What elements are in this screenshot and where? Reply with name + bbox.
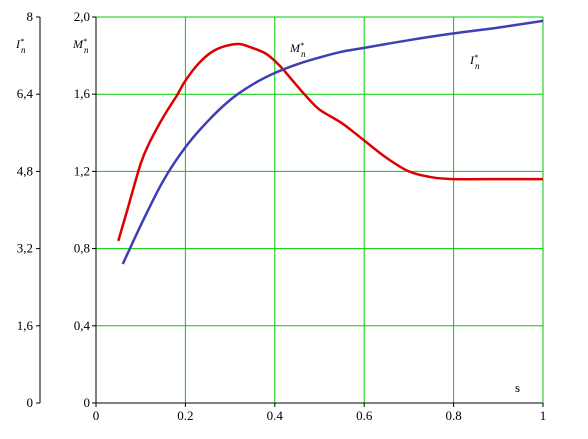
series-group (117, 19, 544, 265)
inner-axis-tick-label: 1,2 (74, 163, 90, 178)
x-axis-tick-label: 0.2 (177, 408, 193, 423)
x-axis-tick-label: 0.8 (445, 408, 461, 423)
inner-axis-tick-label: 2,0 (74, 9, 90, 24)
inner-axis: 0 0,4 0,8 1,2 1,6 2,0 (74, 9, 96, 410)
left-axis-tick-label: 0 (27, 395, 34, 410)
inner-axis-tick-label: 0,8 (74, 241, 90, 256)
grid (95, 16, 544, 404)
inner-axis-tick-label: 1,6 (74, 86, 91, 101)
inner-axis-tick-label: 0 (84, 395, 91, 410)
right-axis-title: M* п (72, 37, 89, 56)
x-axis-tick-label: 0.4 (267, 408, 284, 423)
x-axis-tick-label: 0 (93, 408, 100, 423)
left-axis-tick-label: 4,8 (17, 163, 33, 178)
series-line-i (121, 19, 544, 265)
left-axis-tick-label: 1,6 (17, 318, 34, 333)
series-line-m (117, 42, 543, 242)
inner-axis-tick-label: 0,4 (74, 318, 91, 333)
left-axis-tick-label: 8 (27, 9, 34, 24)
x-axis-title: s (515, 380, 520, 395)
left-axis: 0 1,6 3,2 4,8 6,4 8 (17, 9, 41, 410)
series-label-i: I* п (469, 53, 480, 72)
left-axis-tick-label: 6,4 (17, 86, 34, 101)
left-axis-tick-label: 3,2 (17, 241, 33, 256)
x-axis-tick-label: 1 (540, 408, 547, 423)
series-label-m: M* п (289, 41, 306, 60)
x-axis: 0 0.2 0.4 0.6 0.8 1 (93, 403, 547, 423)
left-axis-title: I* п (15, 37, 26, 56)
x-axis-tick-label: 0.6 (356, 408, 373, 423)
